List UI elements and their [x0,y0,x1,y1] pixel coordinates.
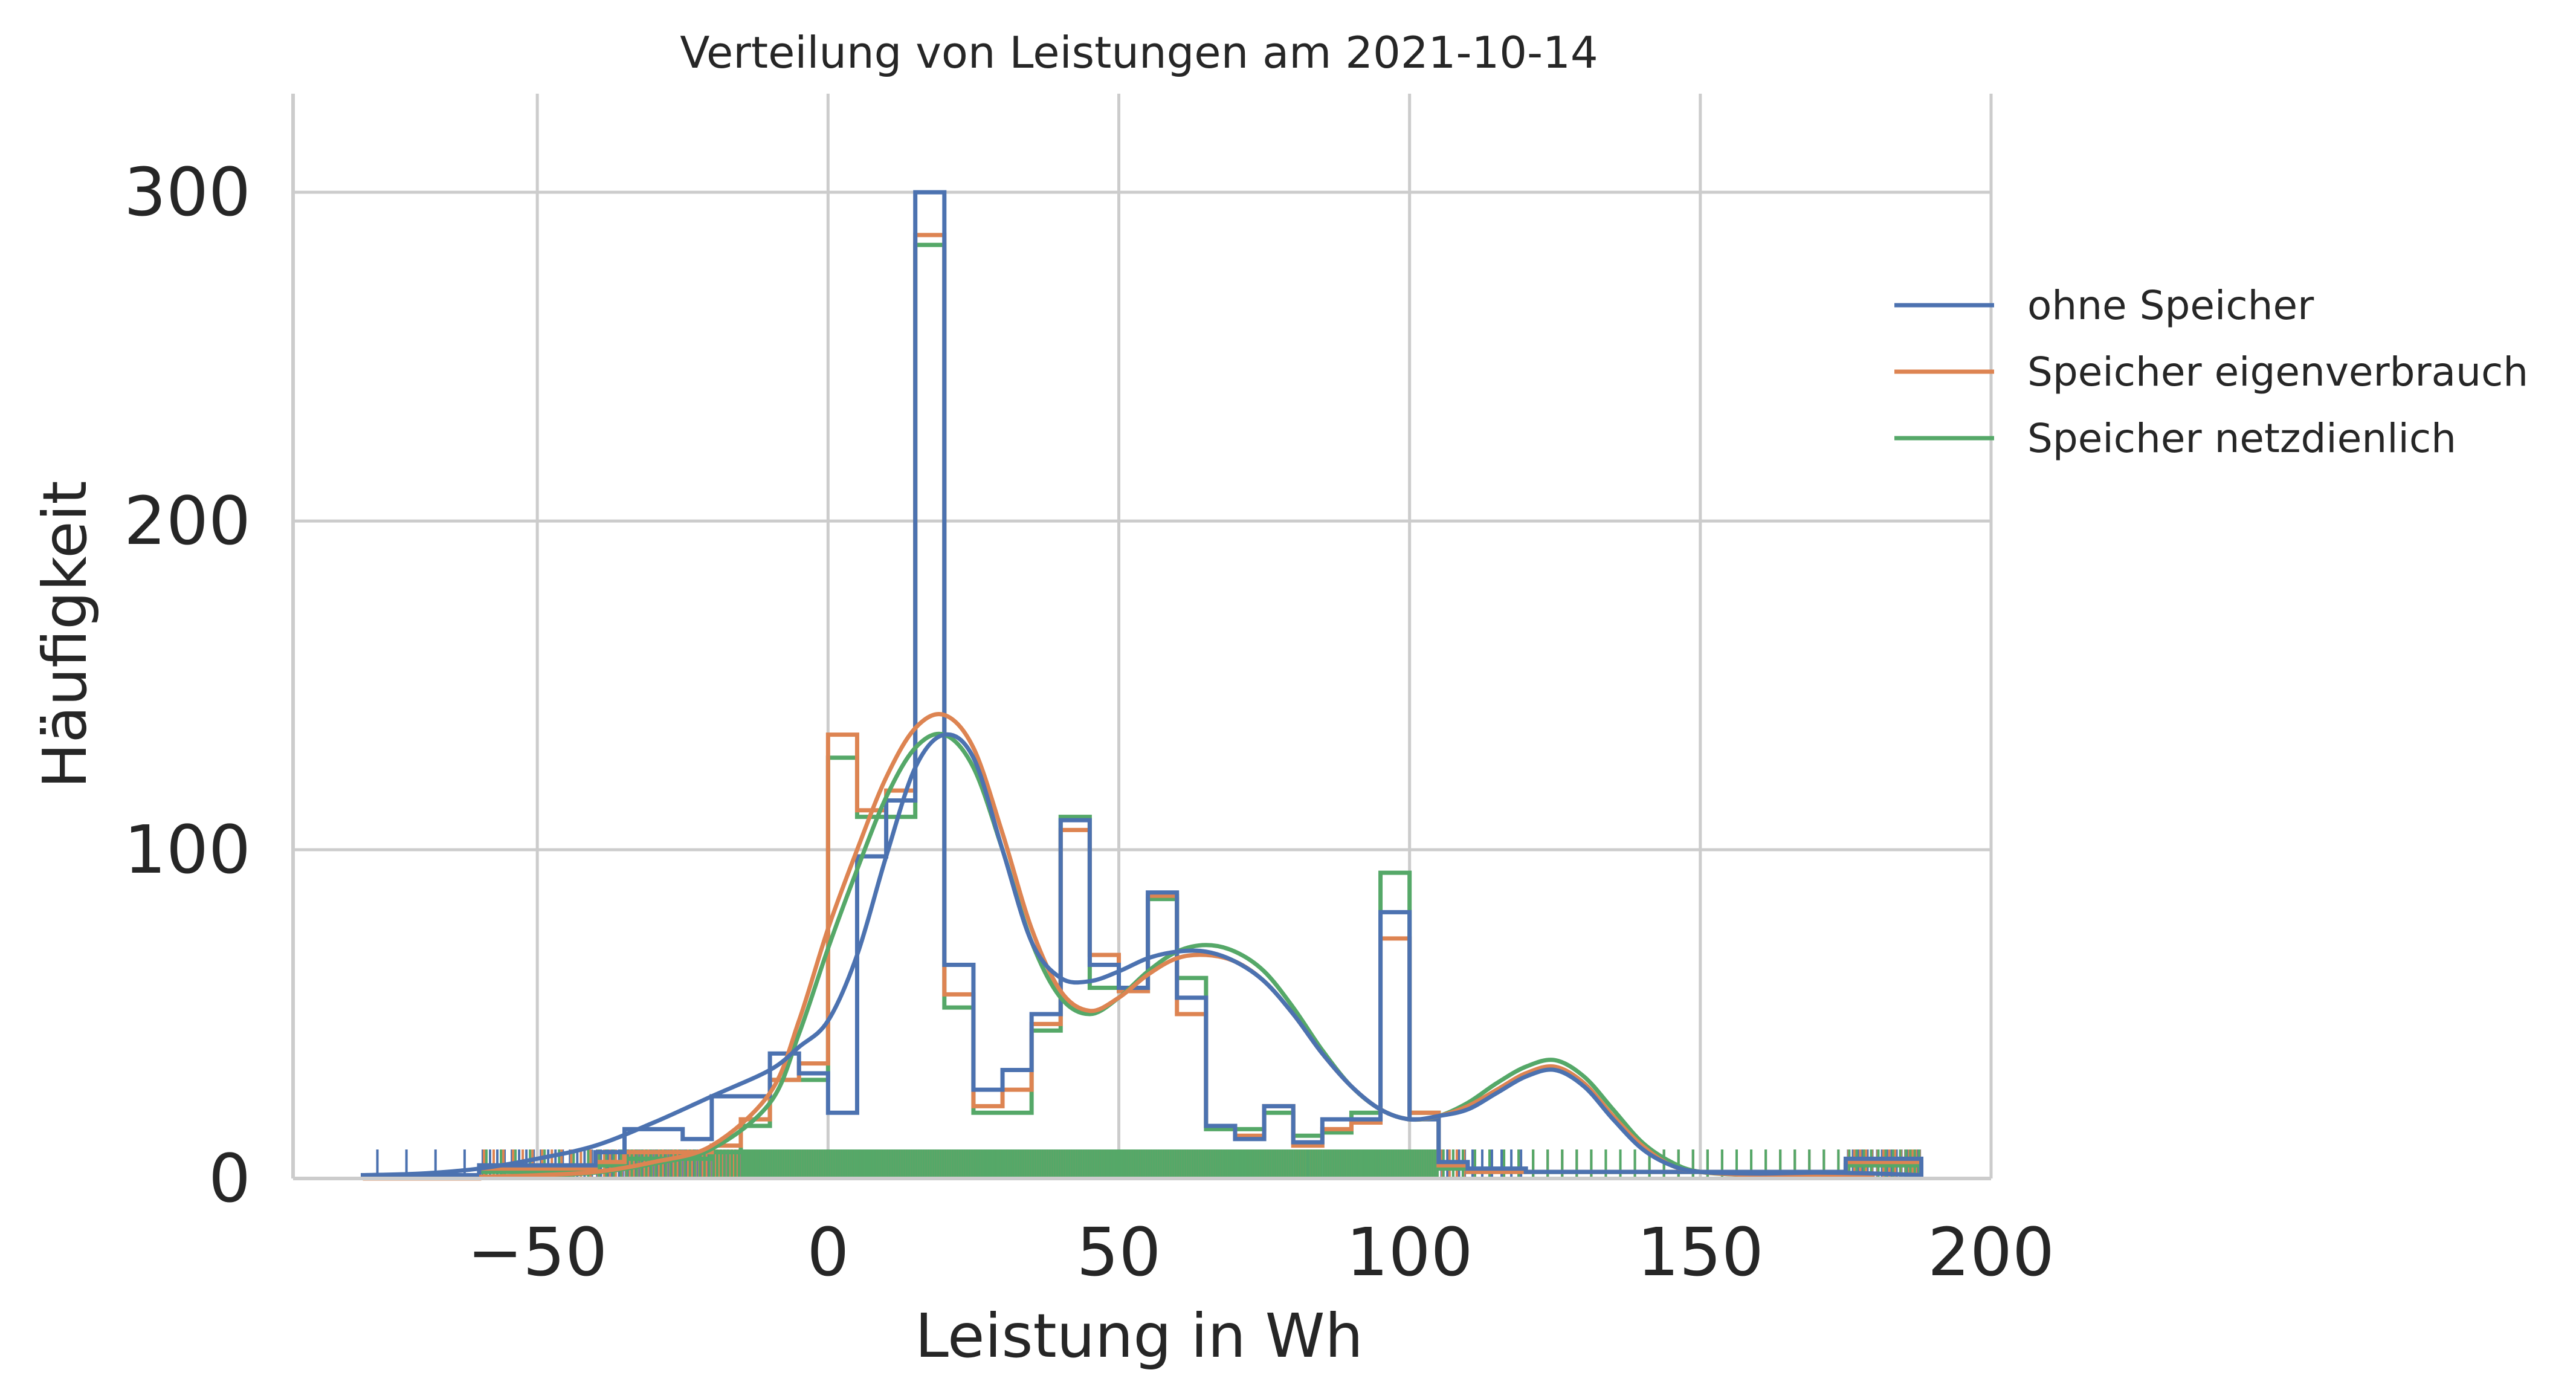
x-tick-labels: −50 0 50 100 150 200 [467,1214,2055,1291]
x-tick-label: 50 [1077,1214,1161,1291]
x-tick-label: 100 [1346,1214,1473,1291]
y-tick-label: 200 [124,482,251,560]
gridlines [293,94,1993,1180]
x-axis-label: Leistung in Wh [915,1301,1363,1371]
kde-curve-2 [479,731,1875,1180]
legend-label: Speicher eigenverbrauch [2027,349,2528,395]
kde-curve-0 [363,732,1922,1178]
y-tick-labels: 0 100 200 300 [124,154,251,1217]
legend-item-1: Speicher eigenverbrauch [1894,349,2528,395]
axis-spines [291,94,1991,1180]
y-tick-label: 0 [208,1140,251,1217]
legend-label: ohne Speicher [2027,282,2314,329]
legend-item-0: ohne Speicher [1894,282,2314,329]
legend-label: Speicher netzdienlich [2027,415,2456,462]
y-tick-label: 300 [124,154,251,231]
histogram-step-outline [363,233,1924,1181]
histogram-steps [360,190,1924,1181]
kde-curves [363,712,1922,1180]
kde-curve-1 [479,712,1875,1179]
histogram-0 [360,190,1924,1178]
histogram-1 [363,233,1924,1181]
x-tick-label: −50 [467,1214,607,1291]
y-axis-label: Häufigkeit [30,480,100,788]
x-tick-label: 150 [1637,1214,1764,1291]
chart-title: Verteilung von Leistungen am 2021-10-14 [680,27,1598,78]
histogram-step-outline [360,190,1924,1178]
legend: ohne Speicher Speicher eigenverbrauch Spei… [1894,282,2528,462]
y-tick-label: 100 [124,811,251,888]
histogram-step-outline [363,242,1924,1181]
histogram-2 [363,242,1924,1181]
legend-item-2: Speicher netzdienlich [1894,415,2456,462]
x-tick-label: 200 [1928,1214,2055,1291]
x-tick-label: 0 [807,1214,849,1291]
